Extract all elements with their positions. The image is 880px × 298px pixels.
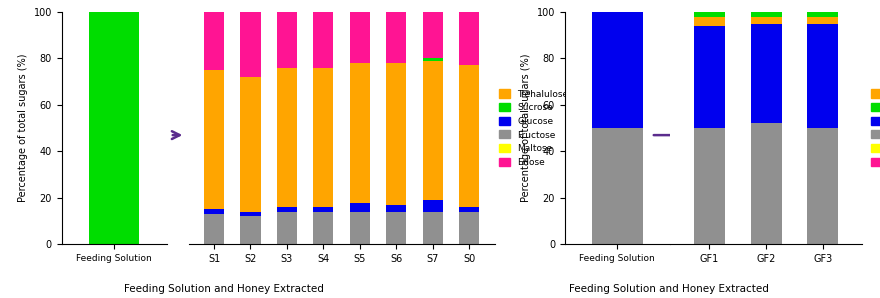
Text: Feeding Solution and Honey Extracted: Feeding Solution and Honey Extracted bbox=[568, 284, 769, 294]
Bar bbox=[422, 58, 443, 61]
Bar bbox=[277, 207, 297, 212]
Legend: Trehalulose, Sucrose, Glucose, Fructose, Maltose, Erlose: Trehalulose, Sucrose, Glucose, Fructose,… bbox=[871, 89, 880, 167]
Bar bbox=[422, 61, 443, 200]
Bar bbox=[751, 24, 781, 123]
Bar bbox=[350, 12, 370, 63]
Bar bbox=[694, 26, 725, 128]
Bar bbox=[592, 12, 642, 128]
Bar bbox=[313, 12, 334, 68]
Bar bbox=[459, 12, 480, 65]
Bar bbox=[694, 12, 725, 17]
Bar bbox=[313, 68, 334, 207]
Y-axis label: Percentage of total sugars (%): Percentage of total sugars (%) bbox=[521, 54, 532, 202]
Bar bbox=[807, 12, 839, 17]
Bar bbox=[694, 128, 725, 244]
Bar bbox=[386, 12, 407, 63]
Y-axis label: Percentage of total sugars (%): Percentage of total sugars (%) bbox=[18, 54, 28, 202]
Bar bbox=[204, 209, 224, 214]
Bar bbox=[751, 12, 781, 17]
Legend: Trehalulose, Sucrose, Glucose, Fructose, Maltose, Erlose: Trehalulose, Sucrose, Glucose, Fructose,… bbox=[499, 89, 568, 167]
Bar bbox=[313, 207, 334, 212]
Bar bbox=[422, 12, 443, 58]
Bar bbox=[240, 77, 260, 212]
Bar bbox=[277, 12, 297, 68]
Bar bbox=[422, 212, 443, 244]
Bar bbox=[313, 212, 334, 244]
Bar bbox=[204, 12, 224, 70]
Bar bbox=[386, 205, 407, 212]
Bar bbox=[807, 17, 839, 24]
Bar bbox=[459, 212, 480, 244]
Bar bbox=[240, 212, 260, 216]
Bar bbox=[277, 212, 297, 244]
Bar bbox=[386, 63, 407, 205]
Bar bbox=[694, 17, 725, 26]
Bar bbox=[459, 207, 480, 212]
Bar bbox=[751, 123, 781, 244]
Bar bbox=[459, 65, 480, 207]
Bar bbox=[751, 17, 781, 24]
Text: Feeding Solution and Honey Extracted: Feeding Solution and Honey Extracted bbox=[124, 284, 325, 294]
Bar bbox=[204, 214, 224, 244]
Bar bbox=[240, 216, 260, 244]
Bar bbox=[277, 68, 297, 207]
Bar bbox=[386, 212, 407, 244]
Bar bbox=[422, 200, 443, 212]
Bar bbox=[807, 24, 839, 128]
Bar bbox=[240, 12, 260, 77]
Bar bbox=[350, 212, 370, 244]
Bar bbox=[350, 203, 370, 212]
Bar bbox=[807, 128, 839, 244]
Bar bbox=[204, 70, 224, 209]
Bar bbox=[592, 128, 642, 244]
Bar bbox=[89, 12, 139, 244]
Bar bbox=[350, 63, 370, 203]
